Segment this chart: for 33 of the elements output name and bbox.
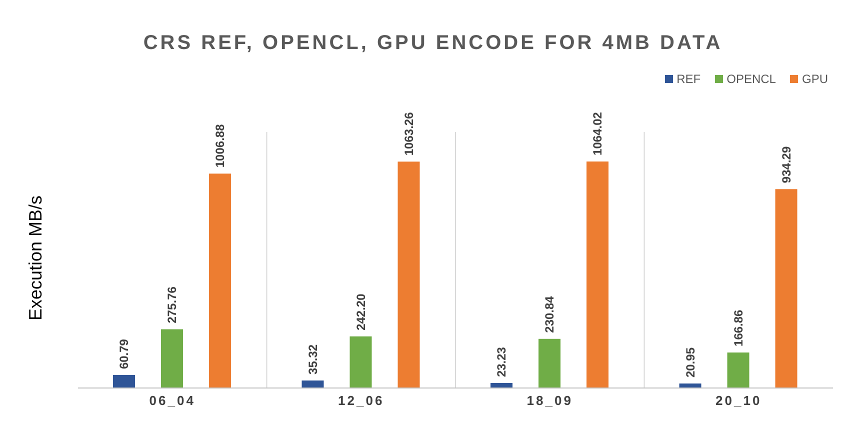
bar <box>302 380 324 388</box>
bar <box>679 384 702 388</box>
data-label: 242.20 <box>354 293 368 330</box>
data-label: 1063.26 <box>402 112 416 156</box>
bar <box>586 161 608 388</box>
bar <box>209 174 231 388</box>
chart-title: CRS REF, OPENCL, GPU ENCODE FOR 4MB DATA <box>142 32 724 55</box>
x-tick-label: 18_09 <box>526 393 573 408</box>
data-label: 1006.88 <box>213 124 228 168</box>
bar <box>113 375 135 388</box>
data-label: 60.79 <box>117 338 132 370</box>
legend-label: GPU <box>800 72 828 86</box>
data-label: 934.29 <box>779 146 794 184</box>
bar <box>490 383 512 388</box>
x-tick-label: 20_10 <box>716 393 762 408</box>
legend-label: OPENCL <box>726 72 776 86</box>
data-label: 230.84 <box>542 296 557 333</box>
legend-label: REF <box>676 72 701 86</box>
data-label: 35.32 <box>306 344 320 374</box>
x-tick-label: 12_06 <box>338 393 384 408</box>
data-label: 275.76 <box>165 286 180 324</box>
bar <box>161 329 183 388</box>
data-label: 1064.02 <box>590 112 605 156</box>
bar <box>775 189 798 388</box>
bar <box>538 338 560 388</box>
bar <box>350 336 372 388</box>
x-tick-label: 06_04 <box>149 393 196 408</box>
data-label: 23.23 <box>494 346 509 378</box>
bar <box>398 162 420 388</box>
y-axis-title: Execution MB/s <box>26 195 46 321</box>
data-label: 166.86 <box>731 309 746 346</box>
data-label: 20.95 <box>683 347 698 378</box>
bar <box>727 352 750 388</box>
